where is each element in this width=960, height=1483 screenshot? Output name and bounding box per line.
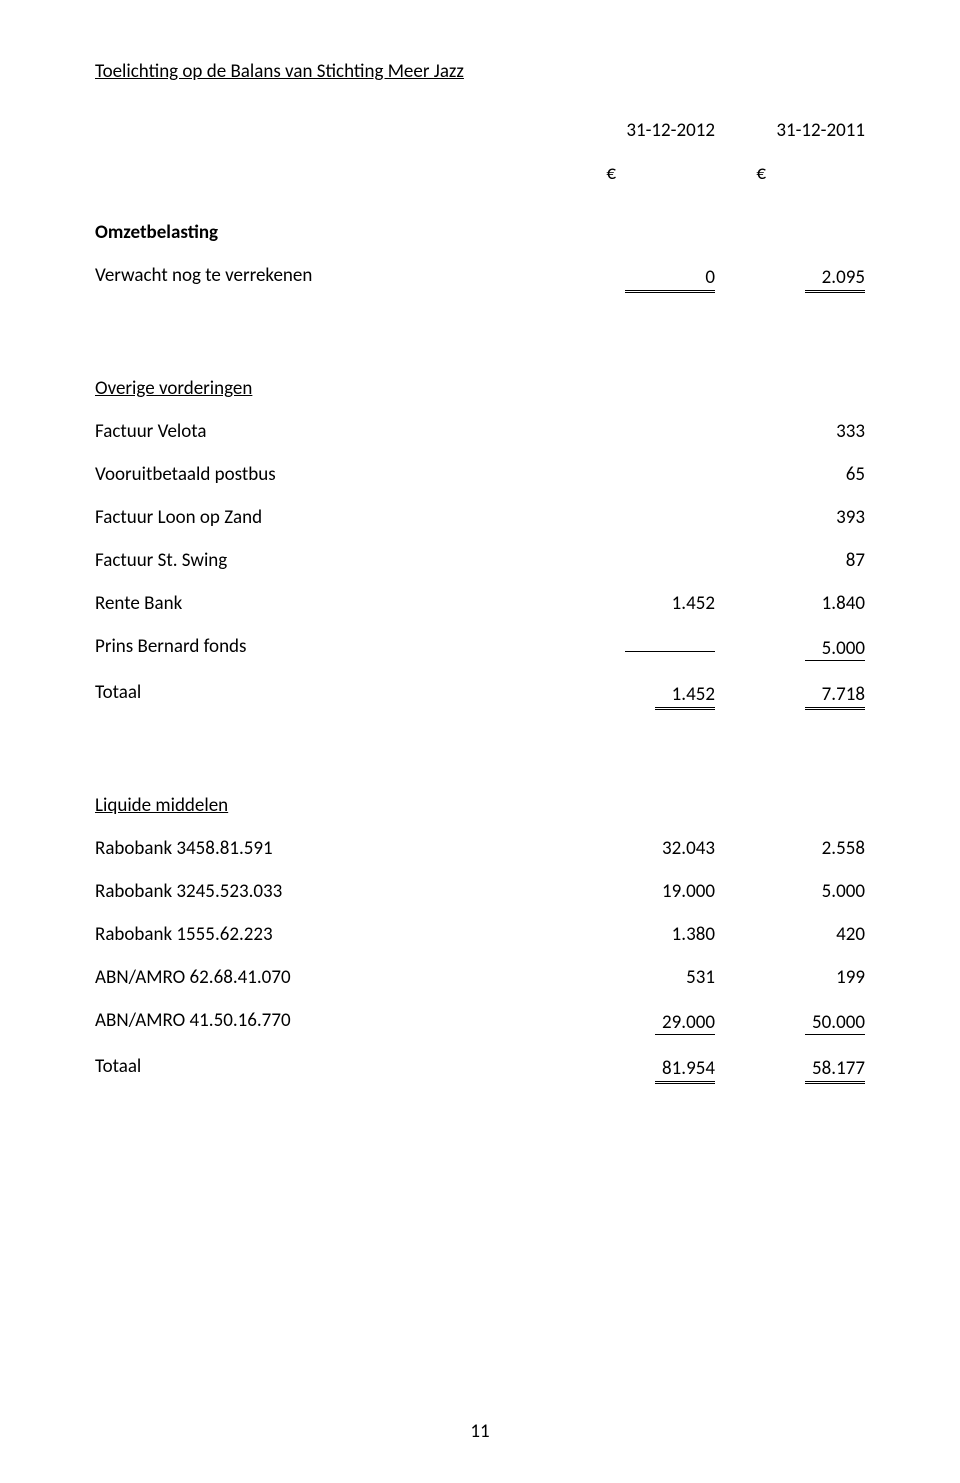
row-col2: 2.558 [715, 837, 865, 860]
row-col1: 32.043 [565, 837, 715, 860]
row-label: Totaal [95, 681, 565, 710]
row-col1: 1.452 [565, 681, 715, 710]
row-col2: 5.000 [715, 880, 865, 903]
date-col2: 31-12-2011 [715, 119, 865, 142]
row-loon: Factuur Loon op Zand 393 [95, 506, 865, 529]
row-col1: 29.000 [565, 1009, 715, 1035]
row-label: ABN/AMRO 62.68.41.070 [95, 966, 565, 989]
row-col2: 50.000 [715, 1009, 865, 1035]
row-label: Factuur Velota [95, 420, 565, 443]
row-overige-totaal: Totaal 1.452 7.718 [95, 681, 865, 710]
euro-col2: € [715, 162, 865, 185]
row-col2: 1.840 [715, 592, 865, 615]
row-rabo2: Rabobank 3245.523.033 19.000 5.000 [95, 880, 865, 903]
row-verwacht: Verwacht nog te verrekenen 0 2.095 [95, 264, 865, 293]
page-number: 11 [0, 1420, 960, 1443]
row-rabo3: Rabobank 1555.62.223 1.380 420 [95, 923, 865, 946]
row-label: Rabobank 3458.81.591 [95, 837, 565, 860]
row-col1: 81.954 [565, 1055, 715, 1084]
page: Toelichting op de Balans van Stichting M… [0, 0, 960, 1483]
row-label: Factuur Loon op Zand [95, 506, 565, 529]
section-heading-overige: Overige vorderingen [95, 377, 865, 400]
row-col1 [565, 549, 715, 572]
page-title: Toelichting op de Balans van Stichting M… [95, 60, 865, 83]
section-heading-omzetbelasting: Omzetbelasting [95, 221, 865, 244]
row-abn1: ABN/AMRO 62.68.41.070 531 199 [95, 966, 865, 989]
row-rabo1: Rabobank 3458.81.591 32.043 2.558 [95, 837, 865, 860]
blank [95, 119, 565, 142]
row-col2: 333 [715, 420, 865, 443]
row-label: ABN/AMRO 41.50.16.770 [95, 1009, 565, 1035]
row-label: Vooruitbetaald postbus [95, 463, 565, 486]
row-col1 [565, 506, 715, 529]
row-col2: 65 [715, 463, 865, 486]
row-prins: Prins Bernard fonds 5.000 [95, 635, 865, 661]
euro-row: € € [95, 162, 865, 185]
row-label: Factuur St. Swing [95, 549, 565, 572]
row-liquide-totaal: Totaal 81.954 58.177 [95, 1055, 865, 1084]
row-label: Prins Bernard fonds [95, 635, 565, 661]
date-col1: 31-12-2012 [565, 119, 715, 142]
row-col1: 19.000 [565, 880, 715, 903]
row-swing: Factuur St. Swing 87 [95, 549, 865, 572]
row-col2: 5.000 [715, 635, 865, 661]
section-heading-liquide: Liquide middelen [95, 794, 865, 817]
row-col1: 1.452 [565, 592, 715, 615]
blank [95, 162, 565, 185]
row-col2: 393 [715, 506, 865, 529]
row-col2: 58.177 [715, 1055, 865, 1084]
row-col1: 1.380 [565, 923, 715, 946]
row-abn2: ABN/AMRO 41.50.16.770 29.000 50.000 [95, 1009, 865, 1035]
row-col2: 420 [715, 923, 865, 946]
row-col2: 199 [715, 966, 865, 989]
heading-label: Omzetbelasting [95, 221, 565, 244]
row-label: Rabobank 3245.523.033 [95, 880, 565, 903]
row-label: Verwacht nog te verrekenen [95, 264, 565, 293]
row-label: Rente Bank [95, 592, 565, 615]
row-label: Rabobank 1555.62.223 [95, 923, 565, 946]
euro-col1: € [565, 162, 715, 185]
row-col2: 7.718 [715, 681, 865, 710]
date-row: 31-12-2012 31-12-2011 [95, 119, 865, 142]
row-col1 [565, 420, 715, 443]
row-label: Totaal [95, 1055, 565, 1084]
row-col1 [565, 463, 715, 486]
row-postbus: Vooruitbetaald postbus 65 [95, 463, 865, 486]
row-rente: Rente Bank 1.452 1.840 [95, 592, 865, 615]
row-col2: 2.095 [715, 264, 865, 293]
row-col2: 87 [715, 549, 865, 572]
row-col1: 0 [565, 264, 715, 293]
row-col1 [565, 635, 715, 661]
row-velota: Factuur Velota 333 [95, 420, 865, 443]
row-col1: 531 [565, 966, 715, 989]
